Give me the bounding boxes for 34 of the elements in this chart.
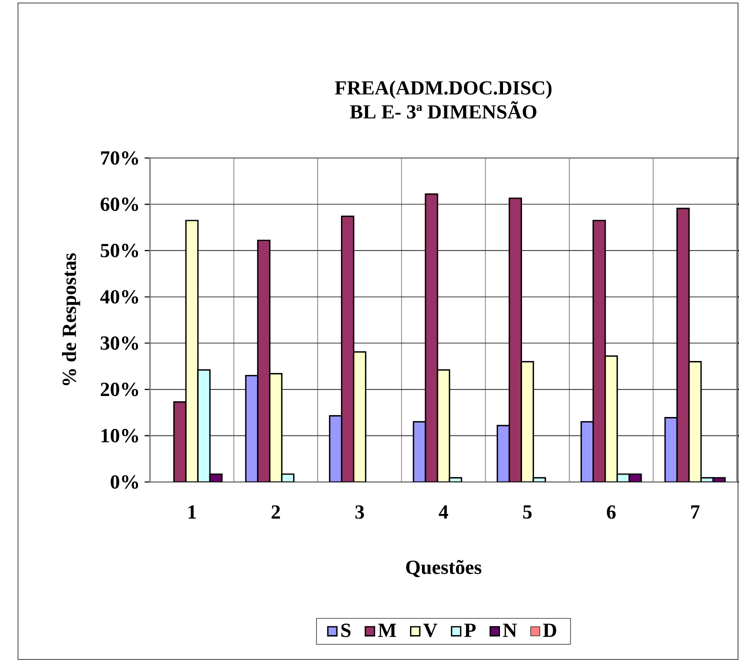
x-tick-label: 3 [355, 505, 364, 519]
y-tick-label: 10% [102, 428, 138, 442]
y-tick-label: 40% [100, 290, 138, 304]
bar [173, 401, 187, 482]
y-tick-label: 70% [101, 151, 138, 165]
y-tick-label: 50% [100, 244, 138, 258]
bar [664, 416, 678, 482]
chart-title: FREA(ADM.DOC.DISC) [334, 80, 552, 99]
legend-label: M [378, 624, 396, 637]
bar [185, 220, 199, 482]
y-tick-label: 20% [100, 382, 138, 396]
y-tick-label: 0% [110, 475, 138, 489]
y-axis-title: % de Respostas [62, 253, 80, 386]
x-tick-label: 7 [691, 505, 700, 518]
bar [676, 208, 690, 482]
x-tick-label: 4 [438, 505, 448, 519]
x-tick-label: 2 [272, 505, 280, 519]
legend-label: D [543, 624, 556, 637]
chart-subtitle: BL E- 3ª DIMENSÃO [350, 101, 536, 119]
legend-label: S [341, 624, 351, 638]
y-tick-label: 30% [100, 336, 138, 350]
bar [436, 369, 450, 482]
legend-label: N [503, 624, 517, 637]
legend-label: V [423, 624, 438, 638]
x-tick-label: 1 [188, 505, 196, 519]
bar [424, 193, 438, 482]
x-axis-title: Questões [406, 560, 482, 578]
bar [197, 369, 211, 482]
x-tick-label: 5 [523, 505, 532, 519]
bar [688, 360, 702, 482]
x-tick-label: 6 [606, 505, 616, 519]
bar [412, 421, 426, 482]
y-tick-label: 60% [100, 198, 138, 212]
legend-label: P [464, 624, 476, 637]
